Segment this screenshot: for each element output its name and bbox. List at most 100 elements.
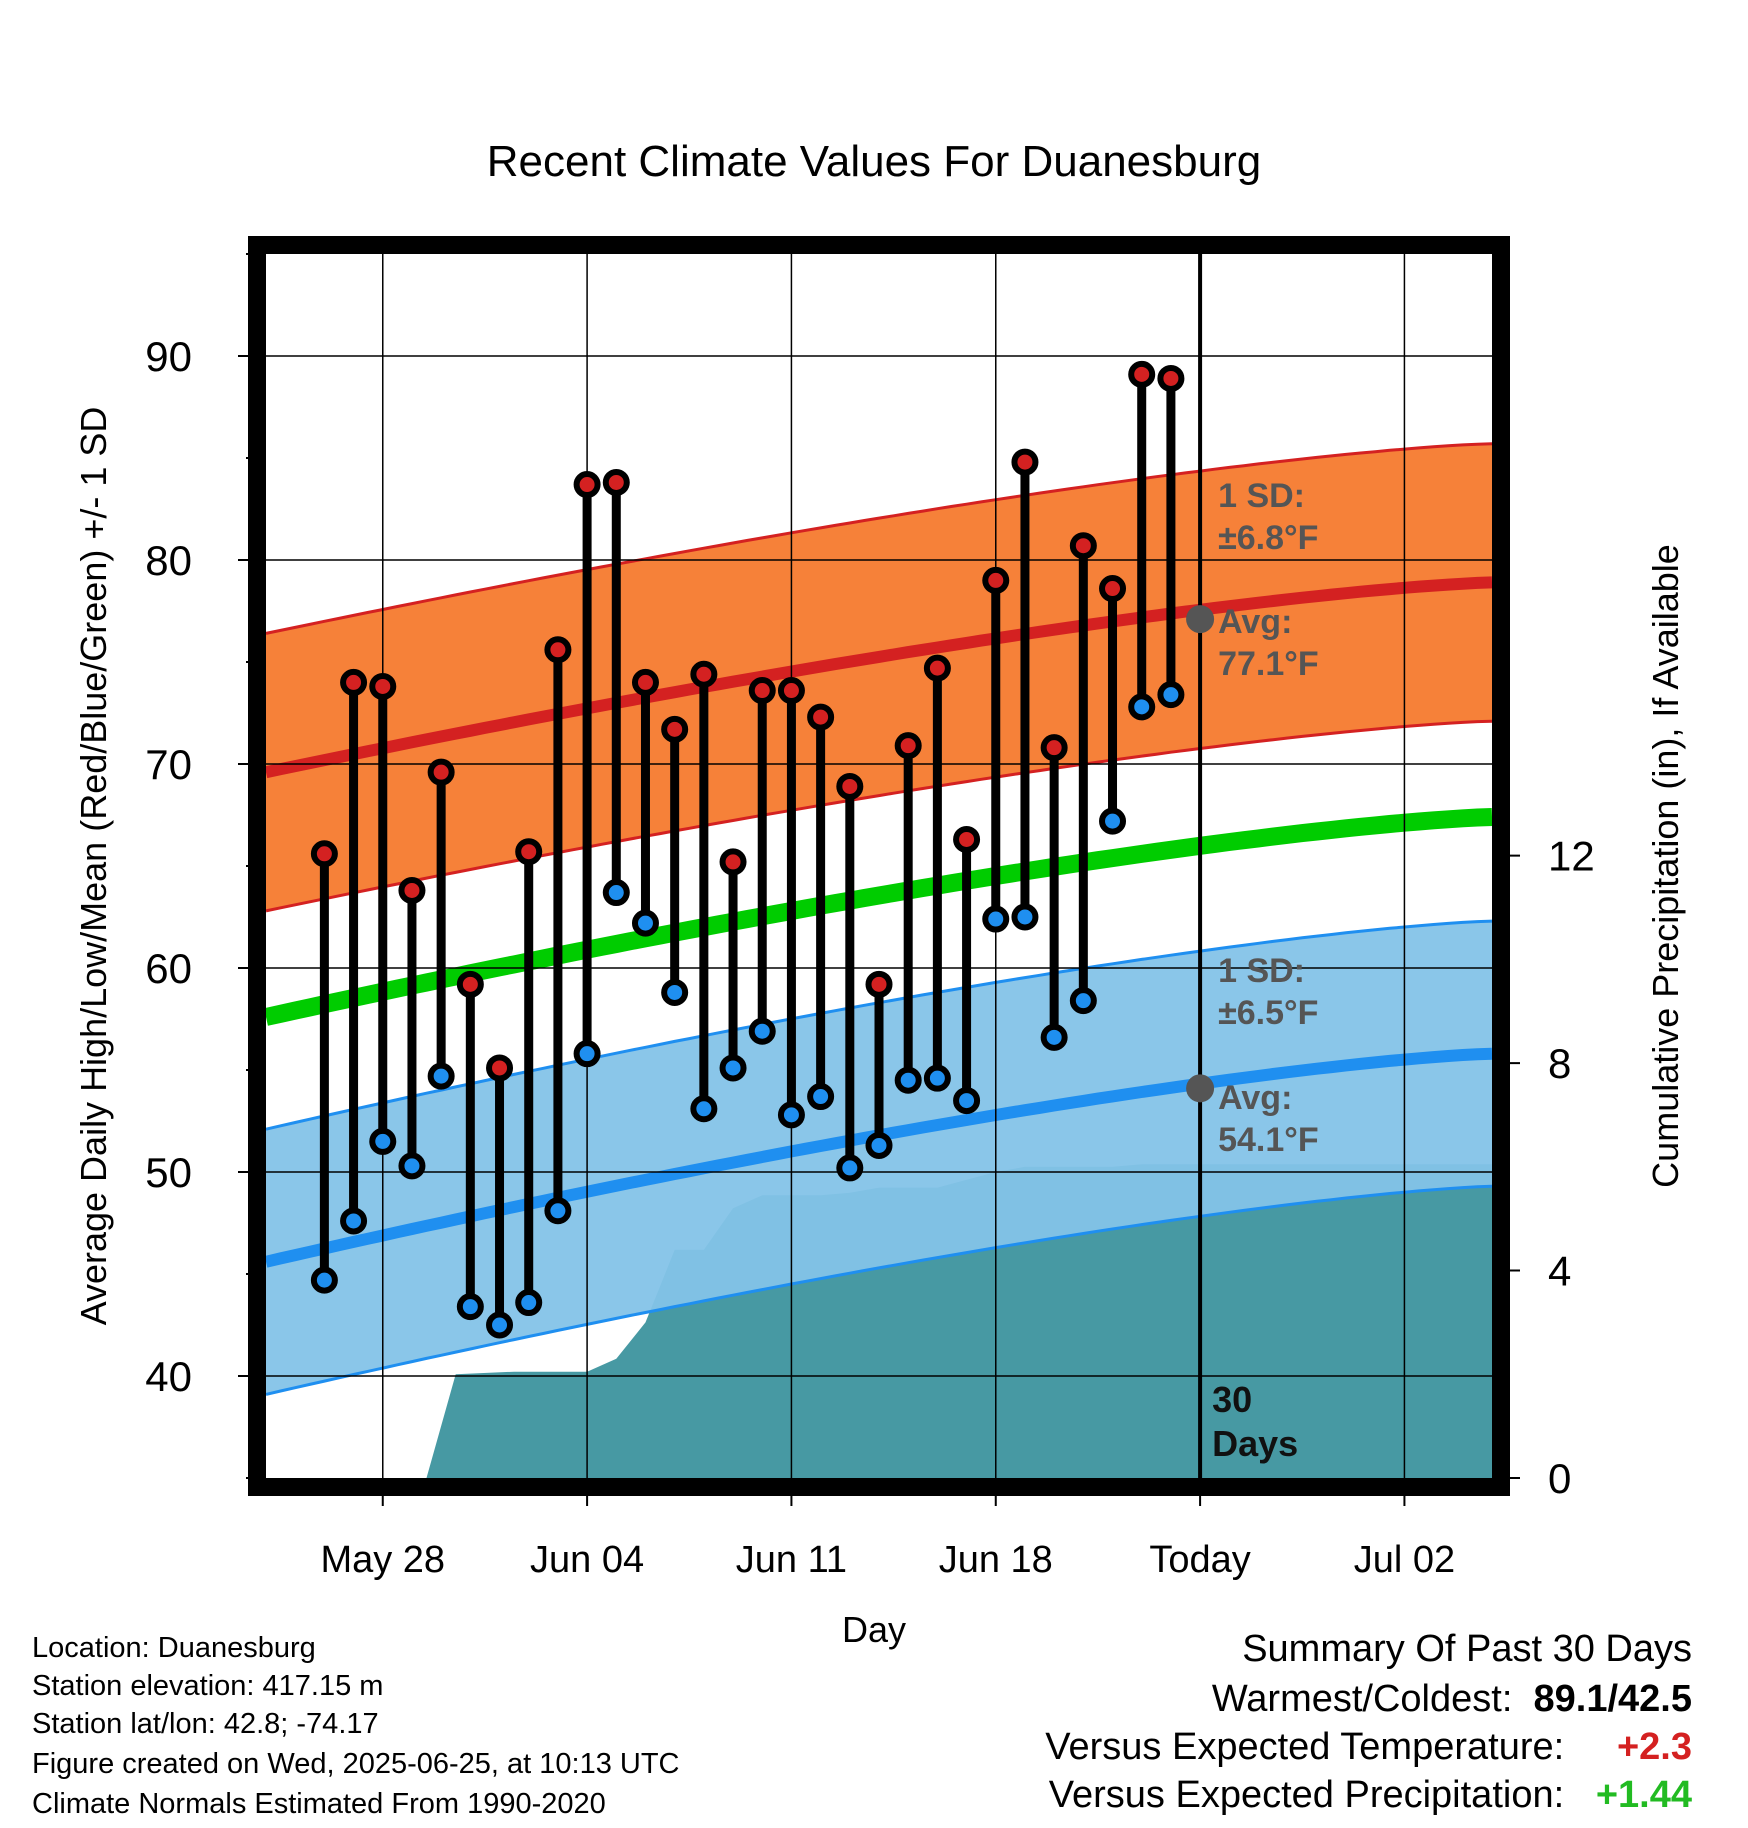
daily-high-point [340,668,368,696]
low-sd-value: ±6.5°F [1218,994,1318,1032]
daily-high-point [1011,448,1039,476]
daily-high-point [807,703,835,731]
daily-high-point [836,772,864,800]
daily-low-point [894,1066,922,1094]
daily-high-point [690,660,718,688]
normal-high-band-lower [265,719,1493,913]
x-tick-label: Jun 04 [530,1539,644,1581]
daily-low-point [310,1266,338,1294]
daily-high-point [1157,364,1185,392]
daily-low-point [340,1207,368,1235]
chart-title: Recent Climate Values For Duanesburg [487,137,1261,186]
daily-high-point [719,848,747,876]
daily-low-point [544,1197,572,1225]
x-tick-label: May 28 [320,1539,445,1581]
daily-low-point [631,909,659,937]
y2-tick-label: 8 [1548,1040,1571,1087]
y-tick-label: 70 [145,741,192,788]
x-tick-label: Today [1149,1539,1250,1581]
daily-low-point [427,1062,455,1090]
summary-temp-label: Versus Expected Temperature: [1045,1726,1565,1768]
daily-high-point [1069,532,1097,560]
y-tick-label: 50 [145,1149,192,1196]
daily-high-point [748,677,776,705]
daily-low-point [661,978,689,1006]
y-axis-label: Average Daily High/Low/Mean (Red/Blue/Gr… [73,407,114,1326]
summary-temp-value: +2.3 [1616,1726,1692,1768]
daily-low-point [1011,903,1039,931]
summary-temp: Versus Expected Temperature: +2.3 [1045,1728,1692,1766]
daily-low-point [398,1152,426,1180]
high-avg-value: 77.1°F [1218,645,1319,683]
daily-low-point [456,1293,484,1321]
x-axis-label: Day [842,1609,906,1650]
daily-high-point [1128,360,1156,388]
low-avg-value: 54.1°F [1218,1121,1319,1159]
summary-precip: Versus Expected Precipitation: +1.44 [1049,1776,1692,1814]
y-tick-label: 40 [145,1353,192,1400]
info-created: Figure created on Wed, 2025-06-25, at 10… [32,1748,680,1780]
window-label-number: 30 [1212,1379,1252,1420]
daily-low-point [1040,1023,1068,1051]
daily-high-point [398,876,426,904]
x-tick-label: Jun 18 [939,1539,1053,1581]
daily-low-point [865,1131,893,1159]
daily-low-point [369,1127,397,1155]
daily-high-point [602,468,630,496]
high-sd-label: 1 SD: [1218,477,1305,515]
normal-high-band-upper [265,442,1493,635]
info-location: Location: Duanesburg [32,1632,316,1664]
high-sd-value: ±6.8°F [1218,519,1318,557]
daily-low-point [1069,987,1097,1015]
info-latlon: Station lat/lon: 42.8; -74.17 [32,1708,379,1740]
daily-high-point [456,970,484,998]
summary-warm-cold-label: Warmest/Coldest: [1211,1678,1513,1720]
summary-precip-value: +1.44 [1595,1774,1692,1816]
daily-high-point [310,840,338,868]
daily-high-point [427,758,455,786]
y-tick-label: 80 [145,537,192,584]
y-tick-label: 60 [145,945,192,992]
y-tick-label: 90 [145,333,192,380]
plot-frame [248,236,1510,1496]
daily-low-point [982,905,1010,933]
high-avg-label: Avg: [1218,603,1292,641]
daily-low-point [515,1289,543,1317]
info-elevation: Station elevation: 417.15 m [32,1670,384,1702]
daily-low-point [690,1095,718,1123]
daily-low-point [1099,807,1127,835]
daily-low-point [748,1017,776,1045]
daily-low-point [1157,681,1185,709]
daily-high-point [923,654,951,682]
daily-high-point [953,825,981,853]
daily-high-point [486,1054,514,1082]
summary-warm-cold-value: 89.1/42.5 [1533,1678,1692,1720]
daily-high-point [661,715,689,743]
normal-low-band-lower [265,1184,1493,1396]
daily-high-point [865,970,893,998]
y2-axis-label: Cumulative Precipitation (in), If Availa… [1645,544,1686,1188]
daily-low-point [719,1054,747,1082]
daily-low-point [923,1064,951,1092]
daily-high-point [982,566,1010,594]
daily-low-point [836,1154,864,1182]
window-label-days: Days [1212,1423,1298,1464]
daily-low-point [953,1087,981,1115]
normal-high-line [264,576,1493,779]
daily-high-point [1040,734,1068,762]
x-tick-label: Jul 02 [1354,1539,1455,1581]
daily-low-point [573,1040,601,1068]
y2-tick-label: 12 [1548,833,1595,880]
info-normals: Climate Normals Estimated From 1990-2020 [32,1788,606,1820]
low-avg-label: Avg: [1218,1079,1292,1117]
daily-low-point [777,1101,805,1129]
daily-low-point [486,1311,514,1339]
y2-tick-label: 4 [1548,1248,1571,1295]
daily-high-point [573,471,601,499]
today-low-avg-marker [1186,1074,1215,1103]
daily-high-point [515,838,543,866]
precip-area [426,1164,1492,1478]
daily-low-point [602,879,630,907]
daily-low-point [807,1083,835,1111]
